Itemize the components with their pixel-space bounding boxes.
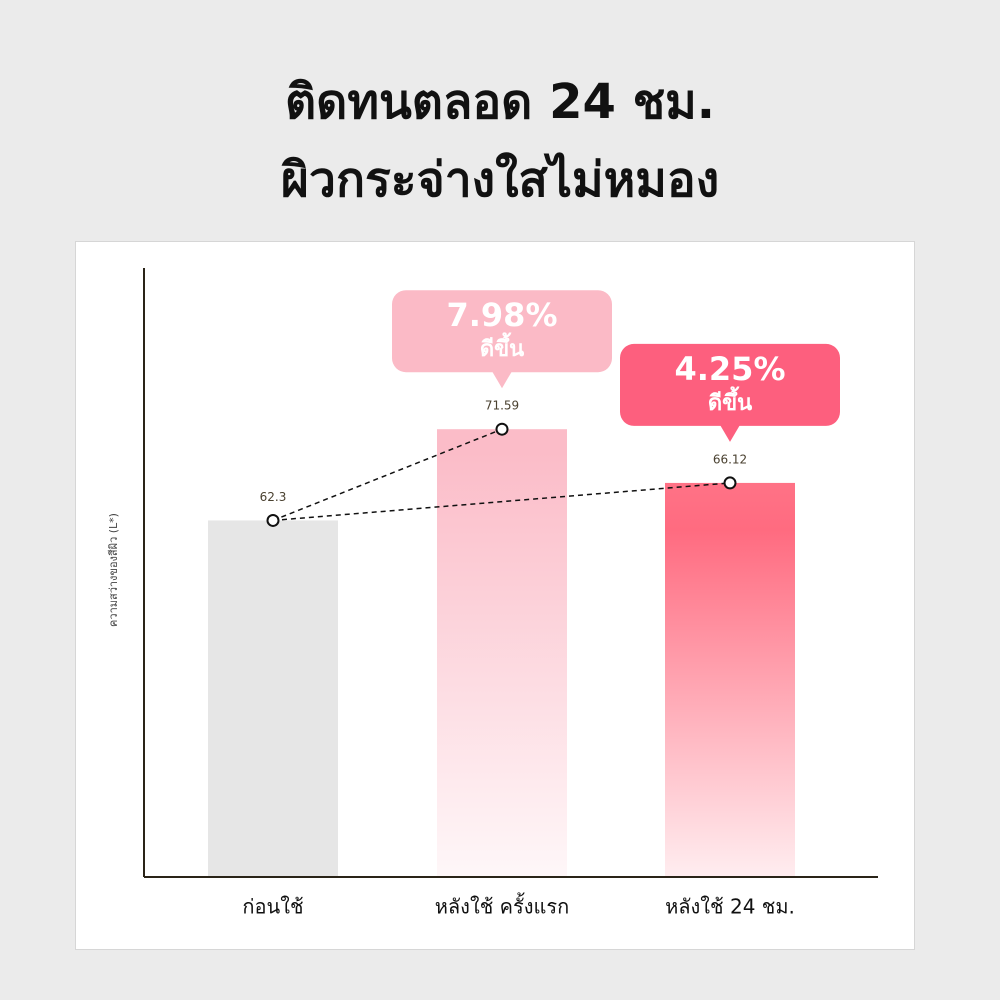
x-tick-label: ก่อนใช้	[242, 895, 303, 919]
callout-label: ดีขึ้น	[480, 332, 524, 362]
callout-value: 7.98%	[446, 296, 557, 334]
chart-title: ติดทนตลอด 24 ชม.	[285, 74, 715, 130]
x-tick-label: หลังใช้ 24 ชม.	[665, 895, 795, 919]
value-label: 71.59	[485, 399, 519, 413]
callout-pointer	[492, 371, 512, 389]
y-axis-label: ความสว่างของสีผิว (L*)	[107, 513, 120, 627]
callout-pointer	[720, 424, 740, 442]
connector	[272, 482, 731, 522]
bar	[665, 482, 795, 877]
point	[495, 422, 509, 436]
chart-title: ผิวกระจ่างใสไม่หมอง	[281, 151, 719, 208]
x-tick-label: หลังใช้ ครั้งแรก	[435, 893, 570, 919]
value-label: 66.12	[713, 452, 747, 466]
value-label: 62.3	[260, 490, 287, 504]
point	[266, 513, 280, 527]
callout-box	[392, 290, 612, 373]
point	[723, 476, 737, 490]
callout-box	[620, 343, 840, 426]
callout-label: ดีขึ้น	[708, 386, 752, 416]
callout-value: 4.25%	[674, 350, 785, 388]
bar	[437, 429, 567, 877]
bar	[208, 520, 338, 877]
